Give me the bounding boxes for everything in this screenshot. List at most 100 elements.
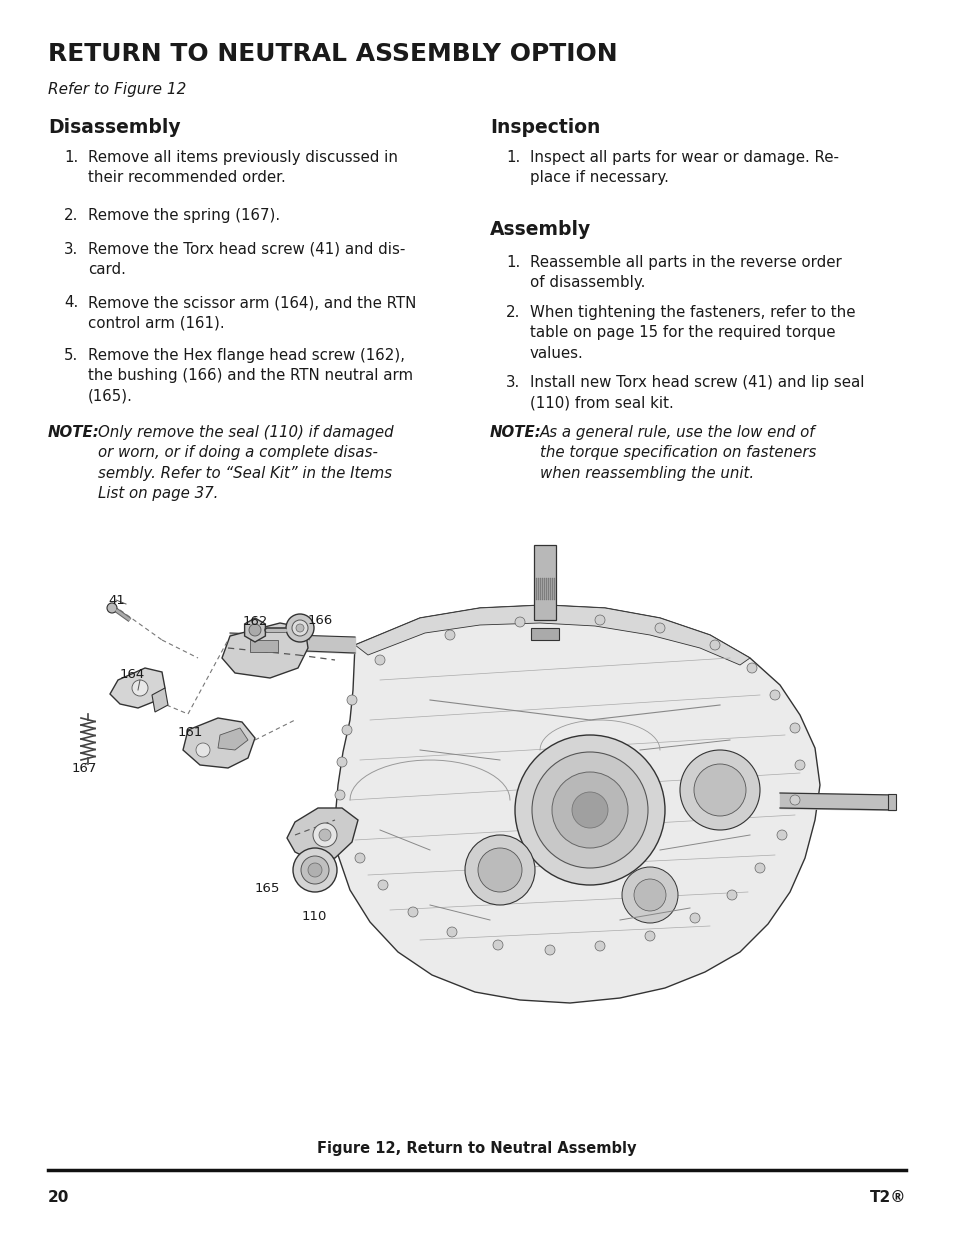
- Circle shape: [789, 795, 800, 805]
- Circle shape: [655, 622, 664, 634]
- Circle shape: [292, 620, 308, 636]
- Text: 20: 20: [48, 1191, 70, 1205]
- Circle shape: [679, 750, 760, 830]
- Circle shape: [444, 630, 455, 640]
- Circle shape: [107, 603, 117, 613]
- Circle shape: [313, 823, 336, 847]
- Circle shape: [769, 690, 780, 700]
- Polygon shape: [222, 622, 308, 678]
- Circle shape: [693, 764, 745, 816]
- Text: 165: 165: [254, 882, 280, 895]
- Circle shape: [340, 823, 351, 832]
- Text: Reassemble all parts in the reverse order
of disassembly.: Reassemble all parts in the reverse orde…: [530, 254, 841, 290]
- Bar: [537, 578, 538, 600]
- Circle shape: [754, 863, 764, 873]
- Circle shape: [335, 790, 345, 800]
- Circle shape: [318, 829, 331, 841]
- Circle shape: [634, 879, 665, 911]
- Text: Only remove the seal (110) if damaged
or worn, or if doing a complete disas-
sem: Only remove the seal (110) if damaged or…: [98, 425, 394, 501]
- Circle shape: [776, 830, 786, 840]
- Text: 4.: 4.: [64, 295, 78, 310]
- Bar: [550, 578, 551, 600]
- Circle shape: [336, 757, 347, 767]
- Circle shape: [477, 848, 521, 892]
- Circle shape: [515, 735, 664, 885]
- Text: Remove the spring (167).: Remove the spring (167).: [88, 207, 280, 224]
- Text: 161: 161: [178, 726, 203, 739]
- Circle shape: [132, 680, 148, 697]
- Circle shape: [552, 772, 627, 848]
- Text: 1.: 1.: [505, 149, 519, 165]
- Text: 1.: 1.: [64, 149, 78, 165]
- Polygon shape: [244, 618, 265, 642]
- Circle shape: [515, 618, 524, 627]
- Bar: [887, 794, 895, 810]
- Bar: [545, 578, 547, 600]
- Circle shape: [689, 913, 700, 923]
- Text: 166: 166: [308, 614, 333, 627]
- Text: Figure 12, Return to Neutral Assembly: Figure 12, Return to Neutral Assembly: [317, 1140, 636, 1156]
- Text: NOTE:: NOTE:: [48, 425, 100, 440]
- Circle shape: [493, 940, 502, 950]
- Text: 2.: 2.: [505, 305, 519, 320]
- Bar: [554, 578, 555, 600]
- Bar: [552, 578, 553, 600]
- Circle shape: [347, 695, 356, 705]
- Circle shape: [301, 856, 329, 884]
- Text: 41: 41: [108, 594, 125, 606]
- Text: Remove the Hex flange head screw (162),
the bushing (166) and the RTN neutral ar: Remove the Hex flange head screw (162), …: [88, 348, 413, 404]
- Text: Disassembly: Disassembly: [48, 119, 180, 137]
- Polygon shape: [152, 688, 168, 713]
- Text: Remove the scissor arm (164), and the RTN
control arm (161).: Remove the scissor arm (164), and the RT…: [88, 295, 416, 331]
- Circle shape: [195, 743, 210, 757]
- Bar: [541, 578, 542, 600]
- Polygon shape: [287, 808, 357, 862]
- Text: Assembly: Assembly: [490, 220, 591, 240]
- Bar: [547, 578, 549, 600]
- Text: 3.: 3.: [64, 242, 78, 257]
- Circle shape: [377, 881, 388, 890]
- Circle shape: [308, 863, 322, 877]
- Text: 5.: 5.: [64, 348, 78, 363]
- Text: NOTE:: NOTE:: [490, 425, 541, 440]
- Circle shape: [595, 615, 604, 625]
- Circle shape: [532, 752, 647, 868]
- Polygon shape: [110, 668, 165, 708]
- Polygon shape: [183, 718, 254, 768]
- Text: RETURN TO NEUTRAL ASSEMBLY OPTION: RETURN TO NEUTRAL ASSEMBLY OPTION: [48, 42, 617, 65]
- Polygon shape: [218, 727, 248, 750]
- Circle shape: [709, 640, 720, 650]
- Circle shape: [595, 941, 604, 951]
- Text: Install new Torx head screw (41) and lip seal
(110) from seal kit.: Install new Torx head screw (41) and lip…: [530, 375, 863, 410]
- Circle shape: [544, 945, 555, 955]
- Circle shape: [572, 792, 607, 827]
- Bar: [250, 640, 277, 652]
- Circle shape: [286, 614, 314, 642]
- Circle shape: [464, 835, 535, 905]
- Circle shape: [408, 906, 417, 918]
- Circle shape: [375, 655, 385, 664]
- Circle shape: [293, 848, 336, 892]
- Circle shape: [644, 931, 655, 941]
- Text: As a general rule, use the low end of
the torque specification on fasteners
when: As a general rule, use the low end of th…: [539, 425, 816, 480]
- Text: T2®: T2®: [868, 1191, 905, 1205]
- Text: When tightening the fasteners, refer to the
table on page 15 for the required to: When tightening the fasteners, refer to …: [530, 305, 855, 361]
- Text: Inspect all parts for wear or damage. Re-
place if necessary.: Inspect all parts for wear or damage. Re…: [530, 149, 838, 185]
- Circle shape: [295, 624, 304, 632]
- Bar: [536, 578, 537, 600]
- Bar: [531, 629, 558, 640]
- Text: 110: 110: [302, 910, 327, 923]
- Circle shape: [355, 853, 365, 863]
- Circle shape: [794, 760, 804, 769]
- Polygon shape: [355, 605, 749, 664]
- Text: Refer to Figure 12: Refer to Figure 12: [48, 82, 186, 98]
- Circle shape: [726, 890, 737, 900]
- Polygon shape: [335, 605, 820, 1003]
- Circle shape: [447, 927, 456, 937]
- Circle shape: [249, 624, 261, 636]
- Text: Remove all items previously discussed in
their recommended order.: Remove all items previously discussed in…: [88, 149, 397, 185]
- Bar: [543, 578, 544, 600]
- Text: Inspection: Inspection: [490, 119, 599, 137]
- Text: 2.: 2.: [64, 207, 78, 224]
- Circle shape: [746, 663, 757, 673]
